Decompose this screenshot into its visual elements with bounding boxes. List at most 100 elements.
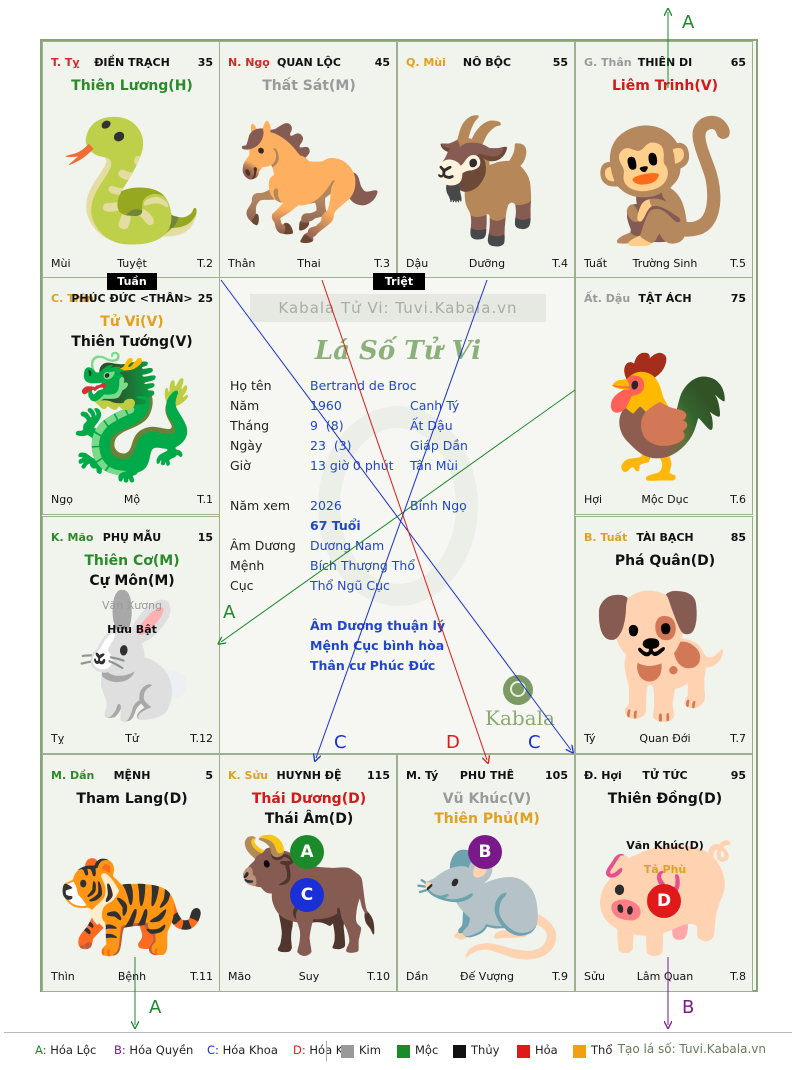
palace-than: 🐒 G. Thân THIÊN DI 65 Tuất Trường Sinh T.5 Liêm… — [575, 41, 753, 279]
palace-month: T.11 — [190, 970, 213, 983]
palace-thin: 🐉 C. Thìn PHÚC ĐỨC <THÂN> 25 Ngọ Mộ T.1 Tử Vi(V… — [42, 277, 220, 515]
legend-separator — [326, 1041, 327, 1061]
palace-mui: 🐐 Q. Mùi NÔ BỘC 55 Dậu Dưỡng T.4 — [397, 41, 575, 279]
label-cuc: Cục — [230, 578, 254, 593]
palace-branch: Mùi — [51, 257, 71, 270]
label-amduong: Âm Dương — [230, 538, 296, 553]
palace-branch: Tý — [584, 732, 596, 745]
zodiac-watermark: 🐓 — [590, 348, 740, 487]
legend-element-label: Thủy — [471, 1043, 500, 1057]
palace-month: T.9 — [552, 970, 568, 983]
arrow-label-a-bottom: A — [149, 997, 162, 1018]
note-1: Âm Dương thuận lý — [310, 618, 446, 633]
palace-stem: K. Mão — [51, 531, 94, 544]
legend-element-label: Thổ — [591, 1043, 613, 1057]
palace-dau: 🐓 Ất. Dậu TẬT ÁCH 75 Hợi Mộc Dục T.6 — [575, 277, 753, 515]
palace-branch: Dần — [406, 970, 429, 983]
palace-age-number: 55 — [552, 56, 568, 69]
value-gio: 13 giờ 0 phút — [310, 458, 394, 473]
zodiac-watermark: 🐅 — [57, 825, 207, 964]
legend-hoa-item: D: Hóa Kị — [293, 1043, 347, 1057]
tuan-marker: Tuần — [107, 273, 157, 290]
palace-age-number: 75 — [730, 292, 746, 305]
palace-age-number: 115 — [367, 769, 390, 782]
palace-age-number: 45 — [374, 56, 390, 69]
palace-stem: M. Tý — [406, 769, 439, 782]
palace-mao: 🐇 K. Mão PHỤ MẪU 15 Tỵ Tử T.12 Thiên Cơ(M) Cự Mô… — [42, 516, 220, 754]
value-thang-can: Ất Dậu — [410, 418, 453, 433]
palace-stem: Đ. Hợi — [584, 769, 622, 782]
label-gio: Giờ — [230, 458, 251, 473]
main-star: Phá Quân(D) — [614, 553, 716, 569]
palace-month: T.1 — [197, 493, 213, 506]
palace-month: T.7 — [730, 732, 746, 745]
palace-ti: 🐀 M. Tý PHU THÊ 105 Dần Đế Vượng T.9 Vũ Khúc(V)… — [397, 754, 575, 992]
main-star: Thiên Đồng(D) — [607, 791, 723, 807]
palace-house-name: PHÚC ĐỨC <THÂN> — [71, 292, 193, 305]
palace-house-name: TỬ TỨC — [642, 769, 688, 782]
palace-phase: Lâm Quan — [636, 970, 694, 983]
zodiac-watermark: 🐇 — [57, 587, 207, 726]
palace-house-name: PHU THÊ — [459, 769, 515, 782]
label-ngay: Ngày — [230, 438, 263, 453]
zodiac-watermark: 🐒 — [590, 112, 740, 251]
arrow-c-right — [220, 279, 571, 750]
main-star: Thái Dương(D) — [251, 791, 367, 807]
main-star: Cự Môn(M) — [89, 573, 175, 589]
palace-house-name: HUYNH ĐỆ — [276, 769, 342, 782]
arrow-label-a-top: A — [682, 12, 695, 33]
palace-age-number: 25 — [197, 292, 213, 305]
palace-month: T.8 — [730, 970, 746, 983]
palace-stem: N. Ngọ — [228, 56, 270, 69]
arrow-d — [321, 279, 487, 760]
palace-house-name: TẬT ÁCH — [638, 292, 692, 305]
zodiac-watermark: 🐍 — [57, 112, 207, 251]
palace-tuat: 🐕 B. Tuất TÀI BẠCH 85 Tý Quan Đới T.7 Phá Quân(… — [575, 516, 753, 754]
palace-phase: Quan Đới — [639, 732, 691, 745]
value-menh: Bích Thượng Thổ — [310, 558, 415, 573]
palace-dan: 🐅 M. Dần MỆNH 5 Thìn Bệnh T.11 Tham Lang(D) — [42, 754, 220, 992]
main-star: Thiên Phủ(M) — [434, 811, 540, 827]
palace-branch: Dậu — [406, 257, 429, 270]
value-nam: 1960 — [310, 398, 342, 413]
minor-star: Văn Xương — [102, 599, 162, 612]
palace-phase: Bệnh — [117, 970, 147, 983]
palace-stem: Ất. Dậu — [584, 292, 631, 305]
kabala-logo-text: Kabala — [485, 706, 555, 730]
arrow-c-left — [316, 279, 488, 758]
palace-stem: T. Tỵ — [51, 56, 80, 69]
legend-hoa-item: C: Hóa Khoa — [207, 1043, 278, 1057]
palace-stem: C. Thìn — [51, 292, 95, 305]
arrow-label-c2: C — [528, 732, 541, 753]
palace-stem: G. Thân — [584, 56, 632, 69]
palace-age-number: 95 — [730, 769, 746, 782]
palace-branch: Sửu — [584, 970, 605, 983]
main-star: Tham Lang(D) — [76, 791, 188, 807]
value-tuoi: 67 Tuổi — [310, 518, 361, 533]
palace-phase: Suy — [298, 970, 320, 983]
palace-branch: Thìn — [51, 970, 75, 983]
center-panel: Kabala Tử Vi: Tuvi.Kabala.vn Lá Số Tử Vi — [219, 277, 575, 754]
palace-branch: Ngọ — [51, 493, 73, 506]
arrow-a-left — [221, 389, 576, 642]
palace-house-name: THIÊN DI — [637, 56, 693, 69]
legend-element-label: Mộc — [415, 1043, 439, 1057]
value-amduong: Dương Nam — [310, 538, 385, 553]
label-nam: Năm — [230, 398, 260, 413]
main-star: Vũ Khúc(V) — [442, 791, 532, 807]
palace-age-number: 85 — [730, 531, 746, 544]
palace-phase: Thai — [297, 257, 321, 270]
main-star: Tử Vi(V) — [100, 314, 164, 330]
main-star: Thiên Lương(H) — [71, 78, 193, 94]
hoa-circle-a: A — [290, 835, 324, 869]
watermark: Kabala Tử Vi: Tuvi.Kabala.vn — [250, 294, 546, 322]
label-thang: Tháng — [230, 418, 270, 433]
palace-month: T.12 — [190, 732, 213, 745]
palace-house-name: PHỤ MẪU — [102, 531, 162, 544]
label-namxem: Năm xem — [230, 498, 291, 513]
palace-branch: Tỵ — [51, 732, 65, 745]
zodiac-watermark: 🐎 — [234, 112, 384, 251]
minor-star: Hữu Bật — [107, 623, 157, 636]
zodiac-watermark: 🐉 — [57, 348, 207, 487]
